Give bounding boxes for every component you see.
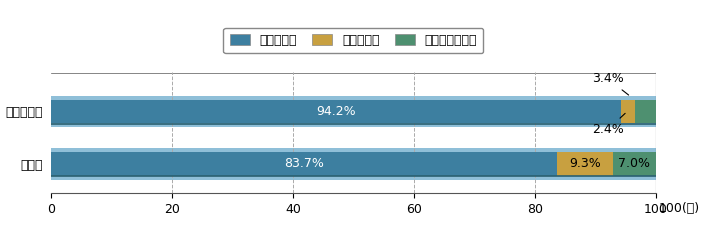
Text: 7.0%: 7.0%	[618, 158, 651, 171]
Text: 2.4%: 2.4%	[592, 113, 625, 136]
Bar	[635, 100, 656, 123]
Text: 9.3%: 9.3%	[570, 158, 601, 171]
Bar	[51, 100, 620, 123]
Text: 83.7%: 83.7%	[284, 158, 324, 171]
Text: 94.2%: 94.2%	[316, 105, 356, 118]
Bar	[620, 100, 635, 123]
Bar	[51, 152, 557, 176]
Bar	[613, 152, 656, 176]
Bar	[51, 148, 656, 180]
Text: 3.4%: 3.4%	[592, 72, 629, 95]
Legend: 必要である, 必要でない, どちらでもない: 必要である, 必要でない, どちらでもない	[223, 28, 484, 53]
Bar	[51, 96, 656, 127]
Text: 100(％): 100(％)	[658, 202, 700, 215]
Bar	[557, 152, 613, 176]
